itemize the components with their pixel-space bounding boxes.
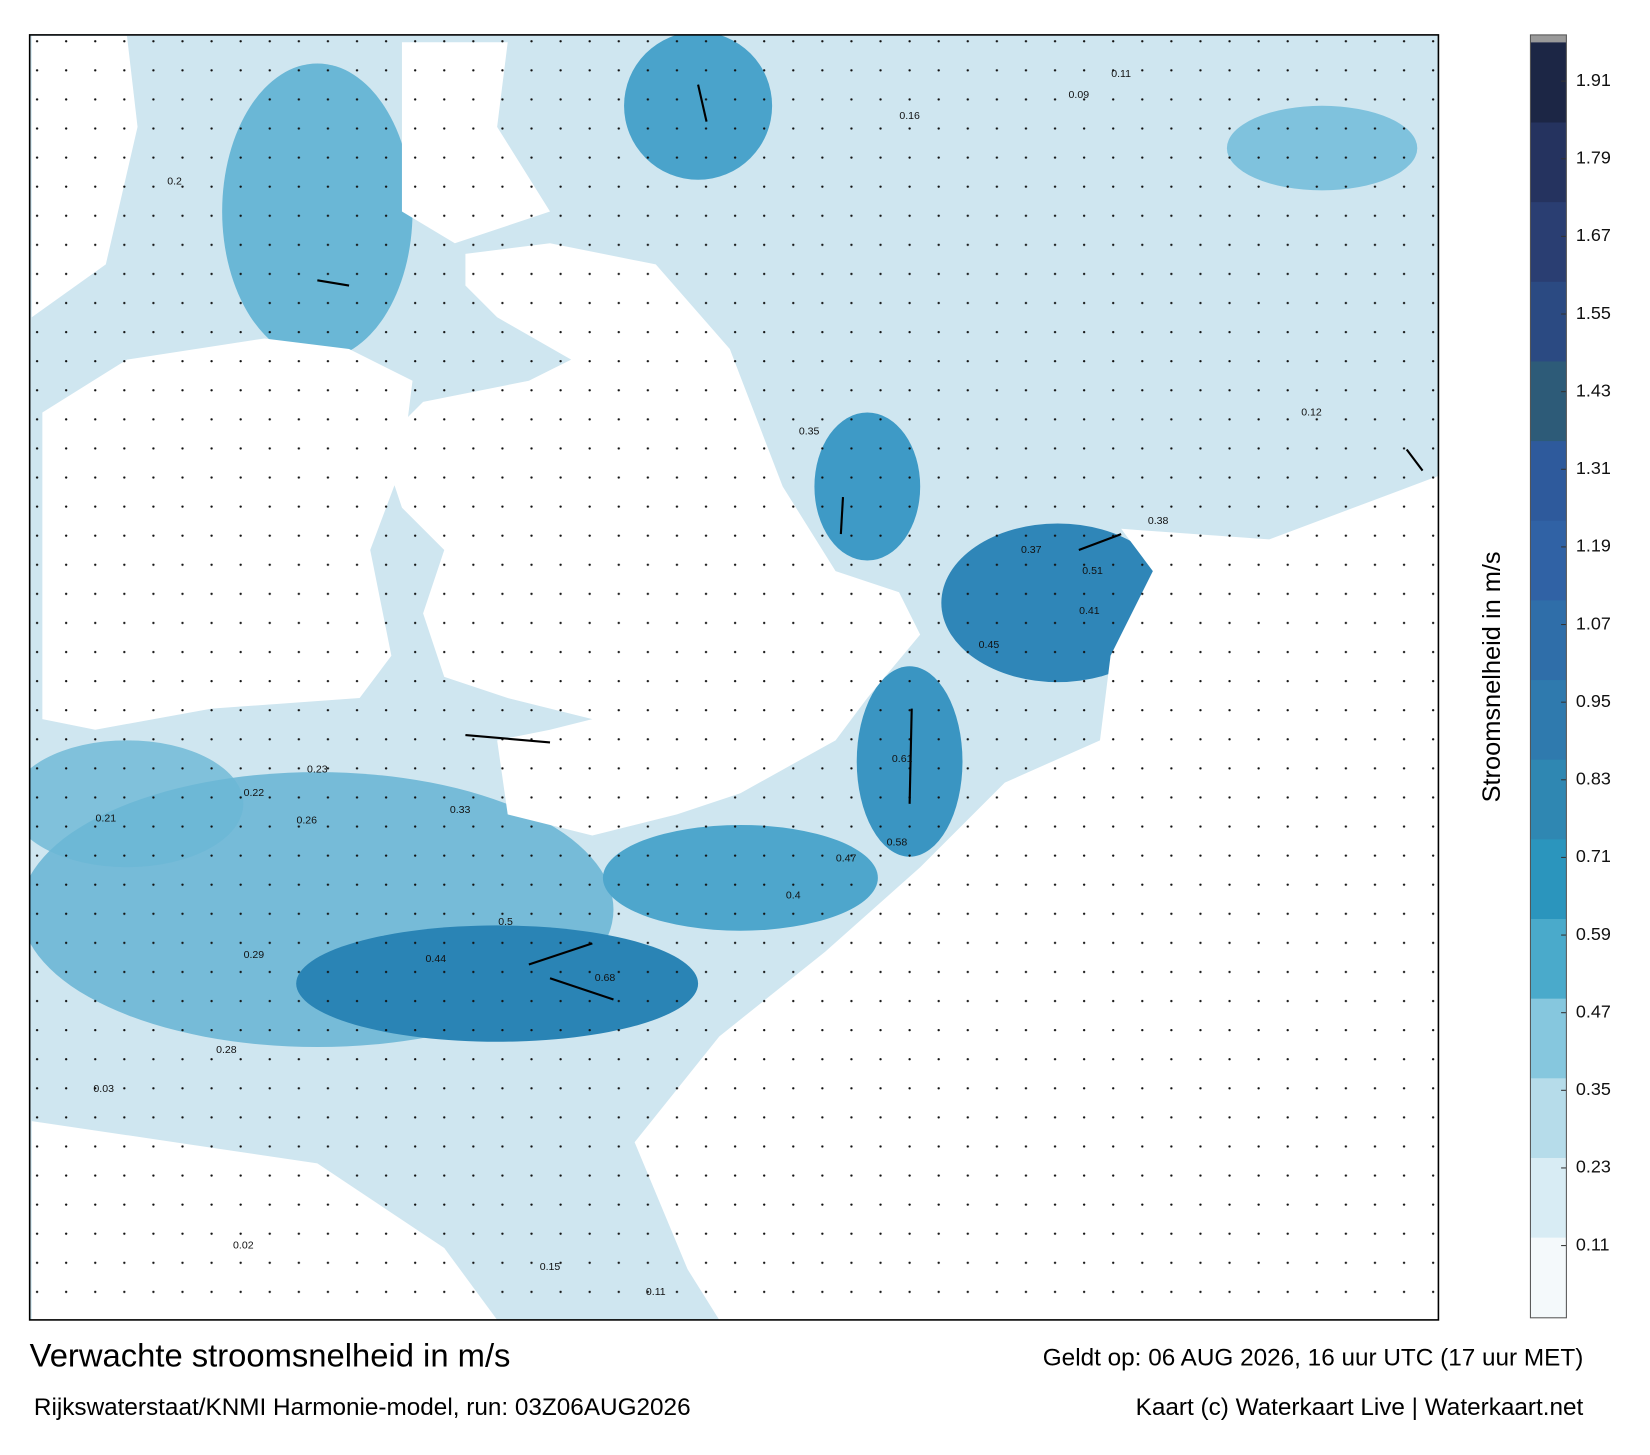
current-label: 0.45 bbox=[979, 639, 1000, 651]
current-label: 0.12 bbox=[1301, 406, 1322, 418]
colorbar-tick-label: 0.47 bbox=[1576, 1001, 1611, 1021]
current-label: 0.29 bbox=[244, 949, 265, 961]
current-labels: 0.68 0.5 0.44 0.61 0.58 0.51 0.45 0.37 0.38 0.41 0… bbox=[93, 68, 1321, 1298]
colorbar-tick-label: 1.31 bbox=[1576, 458, 1611, 478]
colorbar-band bbox=[1530, 121, 1567, 203]
current-label: 0.22 bbox=[244, 787, 265, 799]
arrow bbox=[839, 497, 845, 535]
colorbar-tick-label: 0.35 bbox=[1576, 1079, 1611, 1099]
current-label: 0.02 bbox=[233, 1240, 254, 1252]
colorbar-tick-label: 0.59 bbox=[1576, 924, 1611, 944]
colorbar-band bbox=[1530, 1237, 1567, 1318]
current-label: 0.38 bbox=[1148, 515, 1169, 527]
current-label: 0.44 bbox=[426, 953, 447, 965]
credit: Kaart (c) Waterkaart Live | Waterkaart.n… bbox=[1136, 1394, 1584, 1421]
colorbar-band bbox=[1530, 201, 1567, 282]
colorbar-tick-label: 1.43 bbox=[1576, 380, 1611, 400]
current-label: 0.61 bbox=[892, 753, 913, 765]
colorbar-tick-label: 1.79 bbox=[1576, 148, 1611, 168]
colorbar-band bbox=[1530, 42, 1567, 123]
current-label: 0.47 bbox=[836, 853, 857, 865]
colorbar-band bbox=[1530, 1077, 1567, 1158]
colorbar-frame bbox=[1529, 34, 1567, 1319]
current-label: 0.16 bbox=[899, 110, 920, 122]
colorbar-band bbox=[1530, 679, 1567, 760]
map-frame bbox=[28, 34, 1440, 1321]
current-label: 0.11 bbox=[646, 1286, 666, 1298]
arrow bbox=[697, 84, 708, 122]
current-label: 0.33 bbox=[450, 804, 471, 816]
current-label: 0.4 bbox=[786, 890, 801, 902]
arrow bbox=[465, 733, 551, 744]
colorbar: 0.11 0.23 0.35 0.47 0.59 0.71 0.83 0.95 1.07 1.19… bbox=[1530, 42, 1611, 1318]
colorbar-band bbox=[1530, 440, 1567, 521]
colorbar-band bbox=[1530, 918, 1567, 999]
valid-time: Geldt op: 06 AUG 2026, 16 uur UTC (17 uu… bbox=[1043, 1344, 1584, 1371]
arrow bbox=[908, 708, 913, 804]
current-label: 0.15 bbox=[540, 1261, 561, 1273]
current-label: 0.37 bbox=[1021, 544, 1042, 556]
arrow bbox=[1405, 448, 1424, 472]
current-label: 0.68 bbox=[595, 972, 616, 984]
colorbar-tick-label: 1.55 bbox=[1576, 303, 1611, 323]
current-label: 0.21 bbox=[96, 812, 117, 824]
colorbar-tick-label: 1.91 bbox=[1576, 70, 1611, 90]
current-label: 0.11 bbox=[1111, 68, 1131, 80]
colorbar-band bbox=[1530, 998, 1567, 1079]
colorbar-band bbox=[1530, 520, 1567, 601]
colorbar-tick-label: 0.11 bbox=[1576, 1234, 1610, 1254]
colorbar-band bbox=[1530, 838, 1567, 920]
current-label: 0.35 bbox=[799, 425, 820, 437]
current-label: 0.51 bbox=[1082, 565, 1103, 577]
current-label: 0.2 bbox=[167, 176, 182, 188]
current-label: 0.09 bbox=[1069, 89, 1090, 101]
current-label: 0.58 bbox=[887, 837, 908, 849]
current-label: 0.03 bbox=[93, 1083, 114, 1095]
map: 0.68 0.5 0.44 0.61 0.58 0.51 0.45 0.37 0.38 0.41 0… bbox=[29, 34, 1439, 1320]
current-label: 0.5 bbox=[498, 916, 513, 928]
title: Verwachte stroomsnelheid in m/s bbox=[30, 1337, 511, 1374]
current-label: 0.23 bbox=[307, 764, 328, 776]
grid-dots bbox=[29, 34, 1439, 1320]
colorbar-band bbox=[1530, 599, 1567, 681]
colorbar-band bbox=[1530, 759, 1567, 840]
colorbar-tick-label: 1.07 bbox=[1576, 613, 1611, 633]
colorbar-tick-label: 1.19 bbox=[1576, 536, 1611, 556]
arrow bbox=[317, 279, 350, 287]
arrows bbox=[317, 84, 1424, 1001]
colorbar-tick-label: 0.95 bbox=[1576, 691, 1611, 711]
colorbar-tick-label: 0.83 bbox=[1576, 769, 1611, 789]
subtitle: Rijkswaterstaat/KNMI Harmonie-model, run… bbox=[34, 1394, 691, 1421]
current-label: 0.28 bbox=[216, 1044, 237, 1056]
arrow bbox=[1078, 533, 1122, 551]
colorbar-cap bbox=[1530, 34, 1567, 43]
colorbar-band bbox=[1530, 1157, 1567, 1238]
colorbar-label: Stroomsnelheid in m/s bbox=[1478, 551, 1506, 802]
colorbar-tick-label: 0.71 bbox=[1576, 846, 1611, 866]
colorbar-band bbox=[1530, 281, 1567, 362]
current-label: 0.26 bbox=[296, 815, 317, 827]
colorbar-tick-label: 1.67 bbox=[1576, 225, 1611, 245]
colorbar-tick-label: 0.23 bbox=[1576, 1157, 1611, 1177]
arrow bbox=[528, 942, 593, 966]
arrow bbox=[549, 977, 614, 1001]
colorbar-band bbox=[1530, 360, 1567, 442]
current-label: 0.41 bbox=[1079, 605, 1100, 617]
